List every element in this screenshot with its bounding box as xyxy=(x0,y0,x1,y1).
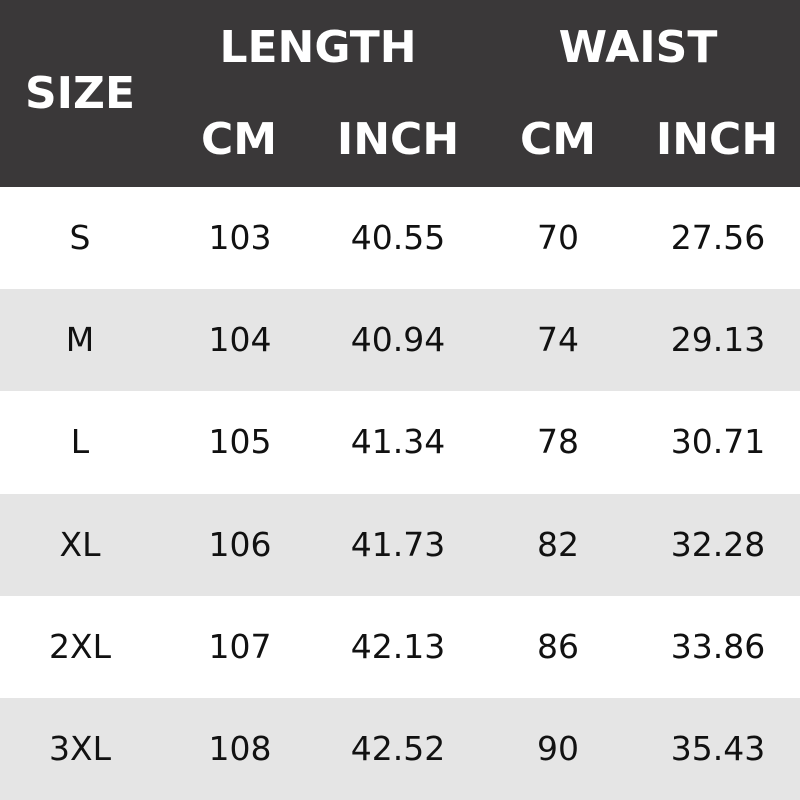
waist-cm-cell: 70 xyxy=(537,218,579,257)
waist-inch-cell: 27.56 xyxy=(670,218,766,257)
size-cell: XL xyxy=(59,524,101,564)
table-row: XL 106 41.73 82 32.28 xyxy=(0,493,800,596)
waist-inch-cell: 29.13 xyxy=(670,320,766,360)
size-cell: 2XL xyxy=(49,626,111,666)
waist-cm-cell: 74 xyxy=(537,320,579,360)
length-inch-cell: 42.52 xyxy=(350,729,446,768)
waist-inch-cell: 32.28 xyxy=(670,524,766,564)
length-cm-cell: 105 xyxy=(208,422,272,462)
length-cm-cell: 103 xyxy=(208,218,272,257)
table-header: SIZE LENGTH WAIST CM INCH CM INCH xyxy=(0,0,800,187)
waist-inch-cell: 33.86 xyxy=(670,626,766,666)
length-cm-cell: 108 xyxy=(208,729,272,768)
length-inch-cell: 41.73 xyxy=(350,524,446,564)
table-row: S 103 40.55 70 27.56 xyxy=(0,187,800,289)
length-inch-header: INCH xyxy=(336,114,460,165)
waist-cm-cell: 78 xyxy=(537,422,579,462)
waist-cm-header: CM xyxy=(519,114,597,165)
length-cm-cell: 104 xyxy=(208,320,272,360)
waist-cm-cell: 90 xyxy=(537,729,579,768)
table-row: 3XL 108 42.52 90 35.43 xyxy=(0,698,800,800)
length-inch-cell: 40.94 xyxy=(350,320,446,360)
waist-inch-cell: 30.71 xyxy=(670,422,766,462)
waist-inch-cell: 35.43 xyxy=(670,729,766,768)
table-row: 2XL 107 42.13 86 33.86 xyxy=(0,596,800,698)
size-header: SIZE xyxy=(24,68,136,119)
size-cell: M xyxy=(65,320,95,360)
size-cell: L xyxy=(70,422,90,462)
size-cell: 3XL xyxy=(49,729,111,768)
waist-cm-cell: 86 xyxy=(537,626,579,666)
length-inch-cell: 41.34 xyxy=(350,422,446,462)
length-cm-cell: 107 xyxy=(208,626,272,666)
length-cm-cell: 106 xyxy=(208,524,272,564)
waist-header: WAIST xyxy=(558,22,718,73)
length-inch-cell: 42.13 xyxy=(350,626,446,666)
length-inch-cell: 40.55 xyxy=(350,218,446,257)
length-cm-header: CM xyxy=(200,114,278,165)
waist-inch-header: INCH xyxy=(655,114,779,165)
length-header: LENGTH xyxy=(219,22,417,73)
size-cell: S xyxy=(69,218,91,257)
waist-cm-cell: 82 xyxy=(537,524,579,564)
table-row: M 104 40.94 74 29.13 xyxy=(0,289,800,392)
table-row: L 105 41.34 78 30.71 xyxy=(0,391,800,493)
